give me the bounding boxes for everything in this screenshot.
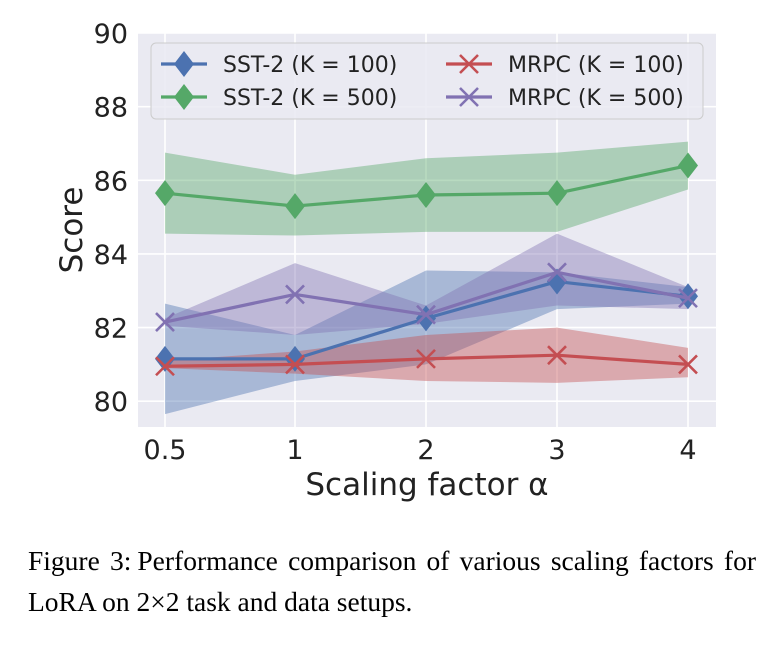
confidence-band [165,270,688,415]
legend: SST-2 (K = 100) SST-2 (K = 500) MRPC (K = … [150,42,704,120]
data-point [547,180,567,207]
y-axis-label: Score [54,187,90,274]
legend-box [150,42,704,120]
x-tick-label: 4 [679,435,696,466]
x-tick-label: 2 [417,435,434,466]
data-point [416,182,436,209]
legend-marker [174,51,194,77]
data-point [155,312,175,332]
legend-item: MRPC (K = 100) [446,53,684,78]
x-marker-stroke [155,356,175,377]
data-point [416,304,436,325]
x-axis-label: Scaling factor α [305,467,548,503]
y-tick-label: 88 [94,93,128,124]
x-marker-stroke [285,354,305,375]
y-tick-label: 82 [94,314,128,345]
data-point [155,180,175,207]
data-point [678,288,698,309]
y-tick-label: 80 [94,387,128,418]
x-marker-stroke [547,345,567,366]
data-point [678,354,698,375]
legend-marker [459,87,479,107]
x-tick-label: 1 [286,435,303,466]
x-tick-label: 0.5 [144,435,187,466]
confidence-band [165,233,688,335]
x-marker-stroke [678,288,698,309]
legend-item: MRPC (K = 500) [446,86,684,111]
x-tick-label: 3 [548,435,565,466]
caption-text: Performance comparison of various scalin… [28,545,756,617]
chart-figure: 80 82 84 86 88 90 0.5 1 2 3 4 Scaling factor α Score… [54,19,716,503]
x-marker-stroke [285,284,305,305]
legend-marker [174,84,194,110]
x-marker-stroke [416,304,436,325]
legend-marker [459,54,479,74]
legend-item: SST-2 (K = 100) [161,51,397,78]
y-tick-label: 86 [94,166,128,197]
line-chart: 80 82 84 86 88 90 0.5 1 2 3 4 Scaling factor α Score… [54,19,716,503]
figure-caption: Figure 3: Performance comparison of vario… [28,540,756,622]
data-point [547,345,567,366]
caption-label: Figure 3: [28,545,132,576]
legend-item: SST-2 (K = 500) [161,84,397,111]
legend-label: MRPC (K = 500) [508,86,684,111]
x-marker-stroke [547,262,567,283]
legend-label: MRPC (K = 100) [508,53,684,78]
x-marker-stroke [459,87,479,107]
y-tick-label: 90 [94,19,128,50]
legend-label: SST-2 (K = 500) [223,86,397,111]
data-point [678,152,698,179]
x-marker-stroke [416,348,436,369]
data-point [155,356,175,377]
y-tick-label: 84 [94,240,128,271]
legend-label: SST-2 (K = 100) [223,53,397,78]
data-point [285,354,305,375]
data-point [416,348,436,369]
x-marker-stroke [678,354,698,375]
data-point [547,262,567,283]
x-marker-stroke [459,54,479,74]
data-point [285,193,305,220]
x-marker-stroke [155,312,175,332]
data-point [285,284,305,305]
